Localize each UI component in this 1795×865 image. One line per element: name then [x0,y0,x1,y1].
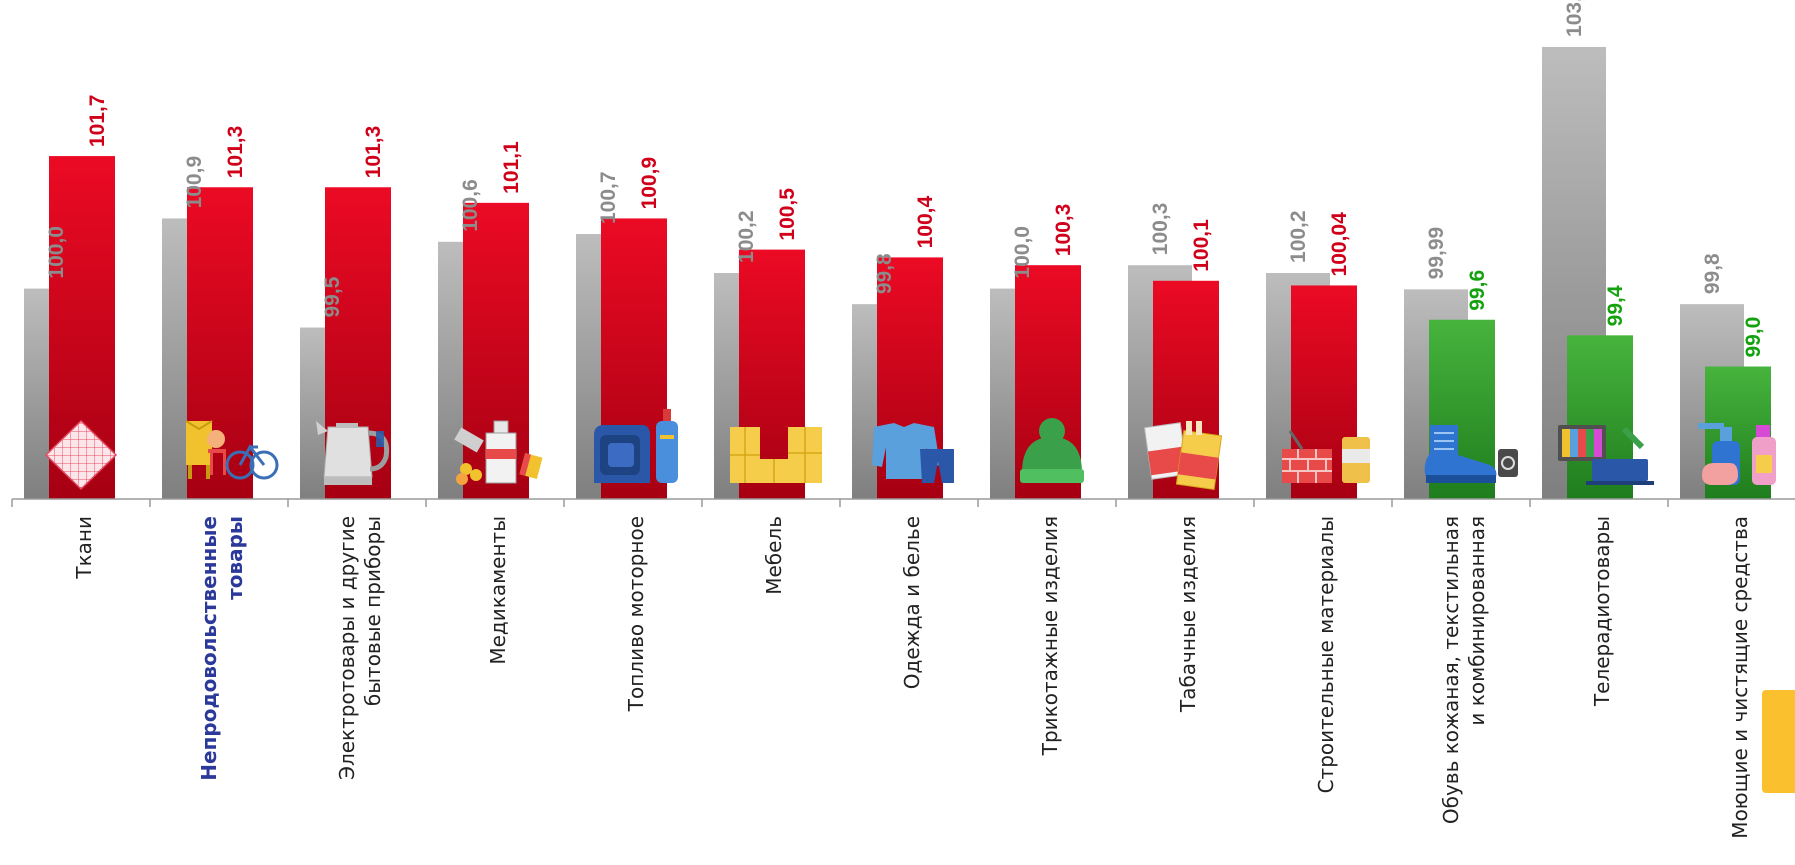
category-label: Строительные материалы [1314,516,1338,793]
value-label-previous: 100,9 [183,156,206,209]
category-label: Ткани [72,516,96,580]
medicine-icon [454,420,543,485]
value-label-current: 101,1 [500,141,523,194]
value-label-current: 100,3 [1052,204,1075,257]
value-label-previous: 100,2 [735,210,758,263]
detergent-icon [1698,423,1776,485]
category-label: Моющие и чистящие средства [1728,516,1752,839]
value-label-current: 100,9 [638,157,661,210]
value-label-previous: 99,5 [321,276,344,317]
value-label-previous: 99,99 [1425,227,1448,280]
value-label-current: 99,4 [1604,285,1627,326]
value-label-current: 101,7 [86,95,109,148]
fuel-icon [594,409,678,483]
value-label-previous: 100,3 [1149,203,1172,256]
category-label: Топливо моторное [624,516,648,712]
value-label-previous: 99,8 [873,253,896,294]
category-label: Одежда и белье [900,516,924,689]
cigarettes-icon [1143,421,1223,490]
value-label-previous: 100,6 [459,179,482,232]
kettle-icon [316,421,390,485]
clothing-icon [872,423,954,483]
value-label-current: 100,5 [776,188,799,241]
category-label: Мебель [762,516,786,595]
goods-icon [185,420,279,480]
accent-block [1762,690,1795,793]
value-label-previous: 100,7 [597,171,620,224]
knit-hat-icon [1020,418,1084,483]
value-label-previous: 100,0 [1011,226,1034,279]
value-label-previous: 100,2 [1287,210,1310,263]
fabric-icon [44,419,118,491]
category-label: Непродовольственные товары [197,516,247,781]
value-label-current: 99,6 [1466,270,1489,311]
value-label-current: 100,4 [914,196,937,249]
value-label-current: 100,04 [1328,212,1351,277]
value-label-previous: 100,0 [45,226,68,279]
category-label: Трикотажные изделия [1038,516,1062,756]
category-label: Табачные изделия [1176,516,1200,713]
value-label-current: 101,3 [224,126,247,179]
value-label-previous: 103,1 [1563,0,1586,37]
category-label: Обувь кожаная, текстильная и комбинирован… [1439,516,1489,824]
tv-icon [1558,425,1654,485]
category-label: Медикаменты [486,516,510,665]
bricks-icon [1282,430,1370,483]
category-label: Телерадиотовары [1590,516,1614,707]
value-label-current: 99,0 [1742,317,1765,358]
value-label-previous: 99,8 [1701,253,1724,294]
furniture-icon [730,427,822,483]
category-label: Электротовары и другие бытовые приборы [335,516,385,780]
value-label-current: 100,1 [1190,219,1213,272]
value-label-current: 101,3 [362,126,385,179]
boot-icon [1424,425,1518,483]
